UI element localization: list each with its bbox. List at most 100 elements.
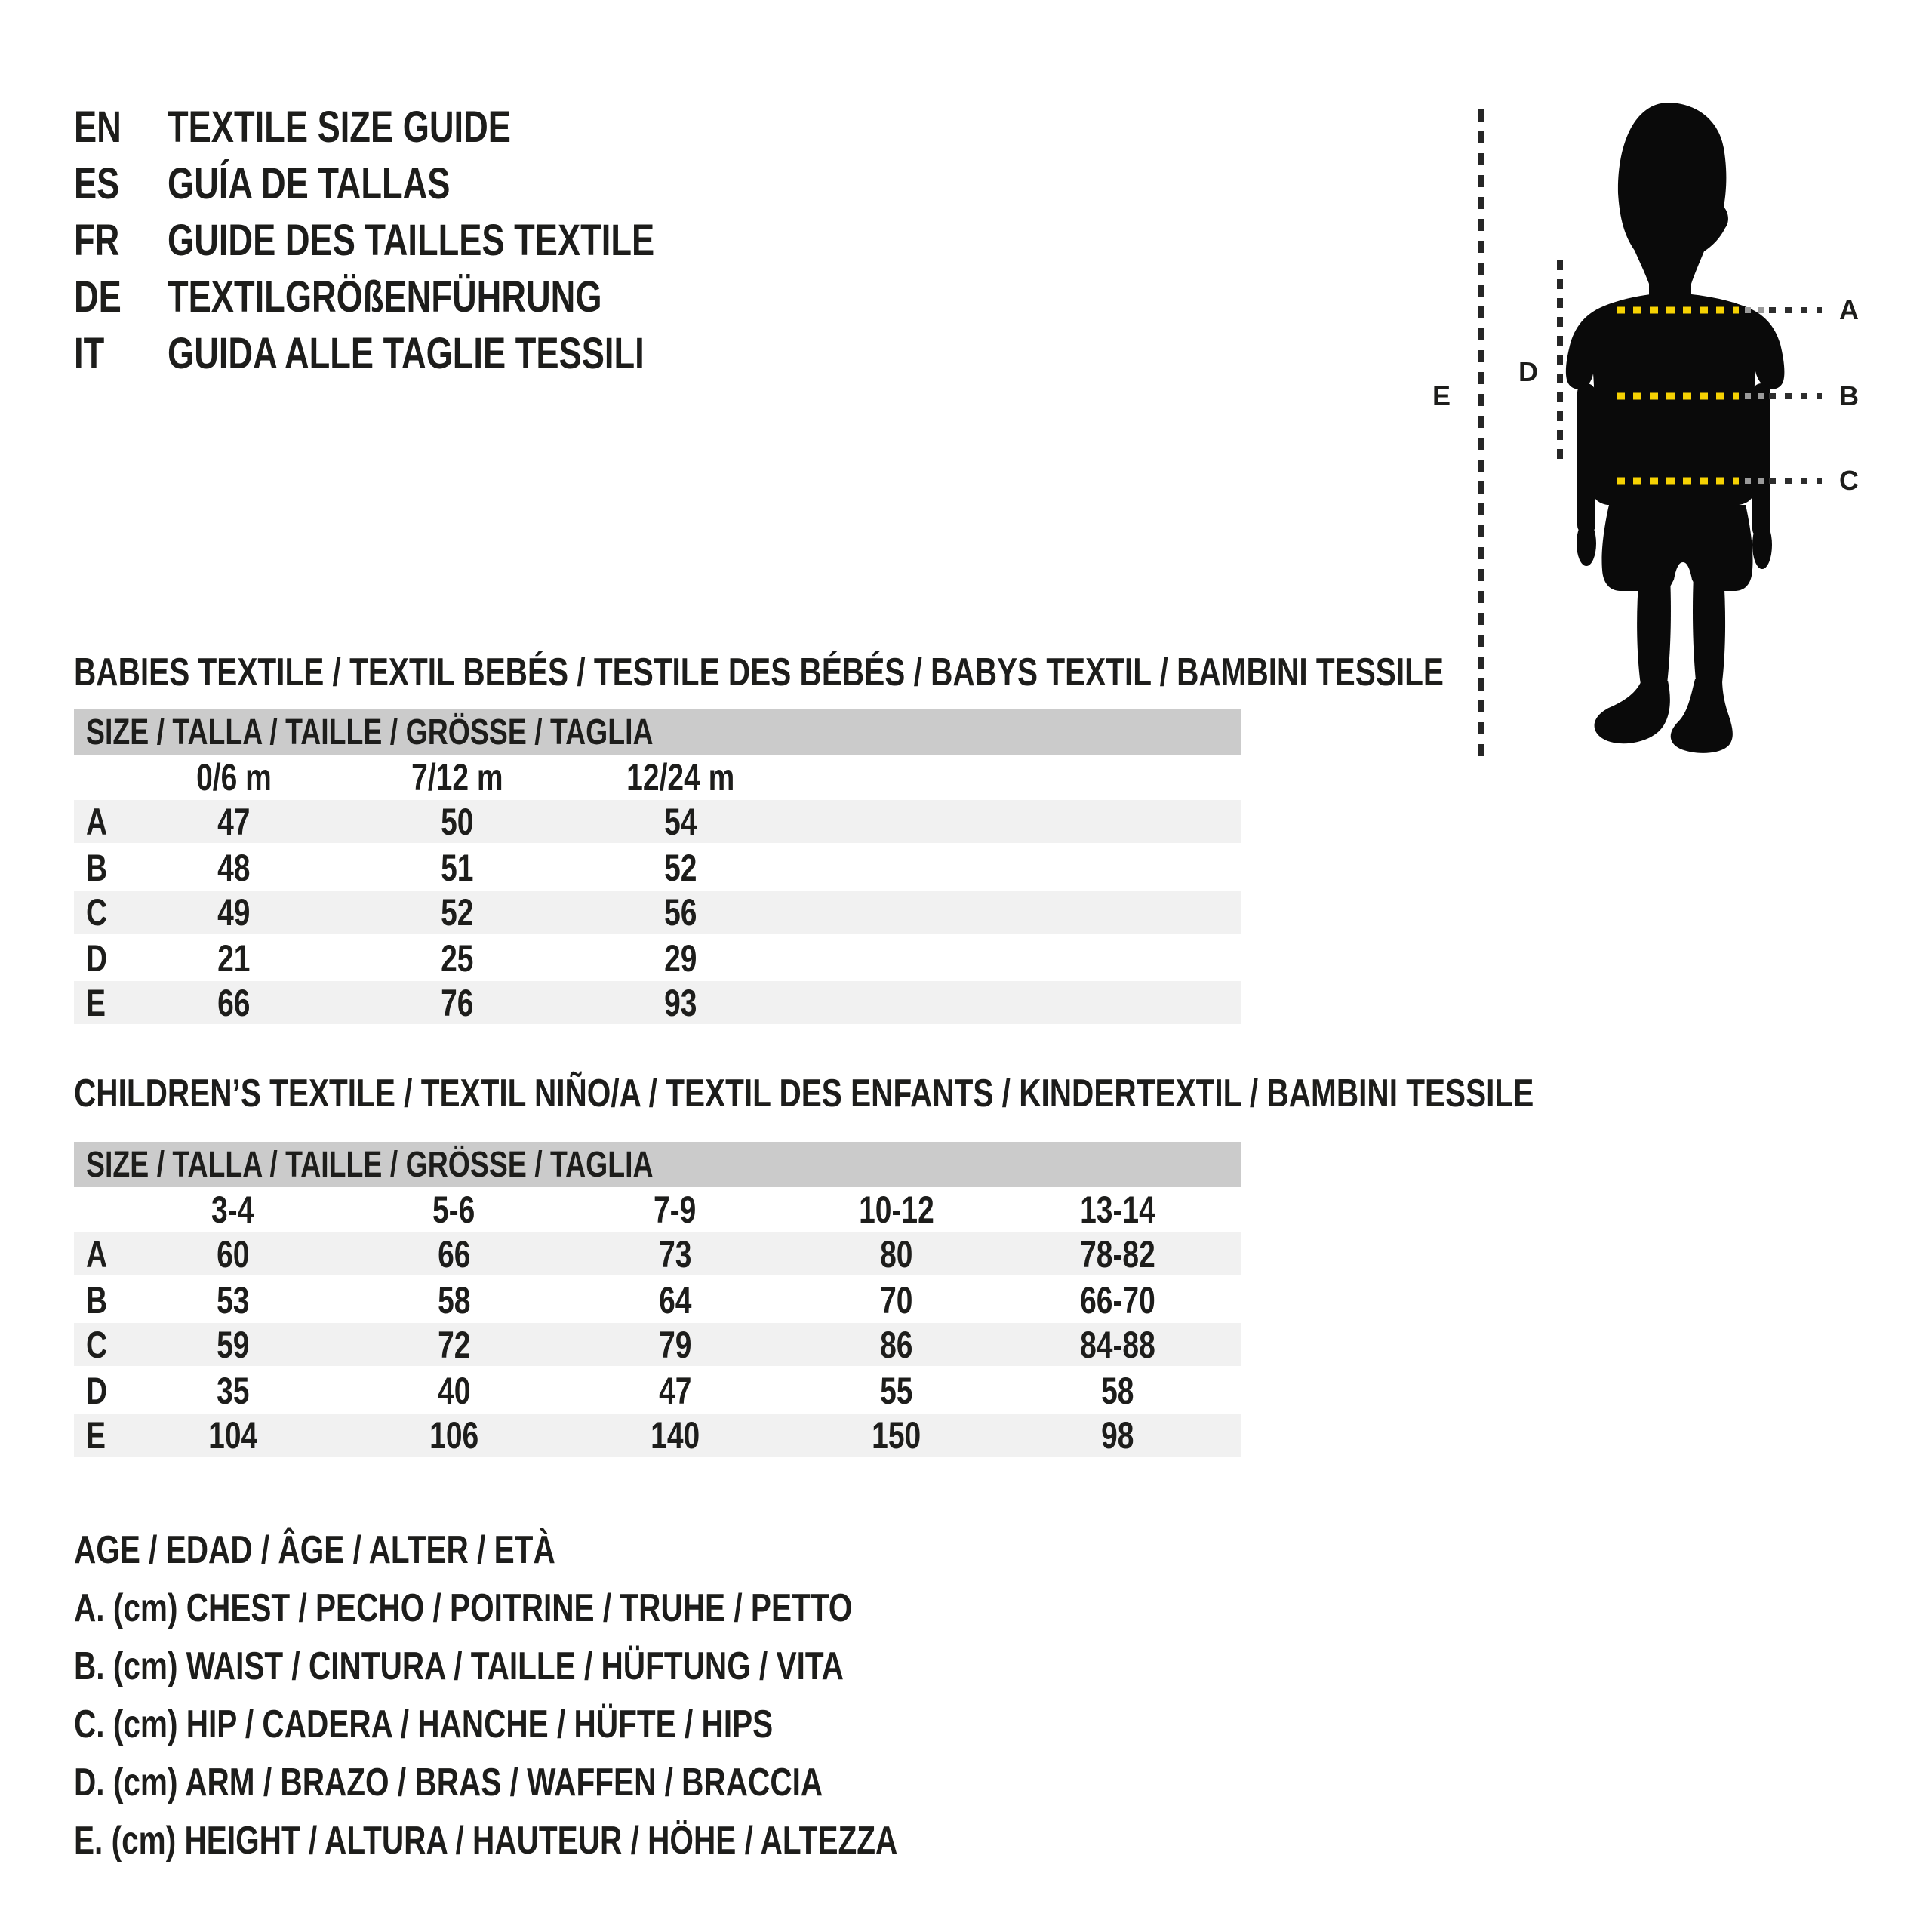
- cell: 76: [441, 982, 474, 1024]
- column-header: 7-9: [654, 1189, 697, 1231]
- label-d: D: [1518, 356, 1538, 387]
- cell: 52: [664, 847, 697, 889]
- lang-title: GUÍA DE TALLAS: [168, 159, 451, 208]
- cell: 140: [650, 1414, 700, 1457]
- cell: 47: [658, 1370, 692, 1412]
- table-row: D 35 40 47 55 58: [74, 1368, 1241, 1414]
- cell: 70: [879, 1279, 913, 1321]
- row-label: E: [86, 982, 106, 1024]
- cell: 73: [658, 1233, 692, 1275]
- lang-title: GUIDE DES TAILLES TEXTILE: [168, 216, 655, 265]
- lang-title: TEXTILGRÖßENFÜHRUNG: [168, 272, 602, 321]
- cell: 48: [217, 847, 251, 889]
- column-header: 3-4: [211, 1189, 254, 1231]
- cell: 104: [208, 1414, 258, 1457]
- row-label: A: [86, 801, 108, 843]
- cell: 64: [658, 1279, 692, 1321]
- cell: 93: [664, 982, 697, 1024]
- cell: 55: [879, 1370, 913, 1412]
- lang-code: DE: [74, 272, 122, 321]
- lang-row-de: DE TEXTILGRÖßENFÜHRUNG: [74, 269, 792, 325]
- lang-title: TEXTILE SIZE GUIDE: [168, 103, 511, 152]
- cell: 25: [441, 937, 474, 980]
- cell: 66: [217, 982, 251, 1024]
- table-row: A 47 50 54: [74, 800, 1241, 845]
- cell: 52: [441, 891, 474, 934]
- table-row: D 21 25 29: [74, 936, 1241, 981]
- legend-age: AGE / EDAD / ÂGE / ALTER / ETÀ: [74, 1528, 555, 1572]
- column-header: 5-6: [432, 1189, 475, 1231]
- lang-code: IT: [74, 329, 105, 378]
- cell: 47: [217, 801, 251, 843]
- legend-hip: C. (cm) HIP / CADERA / HANCHE / HÜFTE / …: [74, 1703, 774, 1746]
- cell: 21: [217, 937, 251, 980]
- column-header: 13-14: [1079, 1189, 1155, 1231]
- cell: 49: [217, 891, 251, 934]
- table-row: C 49 52 56: [74, 891, 1241, 936]
- label-a: A: [1839, 294, 1859, 325]
- legend-waist: B. (cm) WAIST / CINTURA / TAILLE / HÜFTU…: [74, 1644, 844, 1688]
- column-header: 7/12 m: [411, 756, 503, 798]
- cell: 106: [429, 1414, 479, 1457]
- table-row: C 59 72 79 86 84-88: [74, 1323, 1241, 1368]
- cell: 72: [437, 1324, 471, 1366]
- cell: 98: [1100, 1414, 1134, 1457]
- babies-section-heading: BABIES TEXTILE / TEXTIL BEBÉS / TESTILE …: [74, 651, 1444, 694]
- cell: 84-88: [1079, 1324, 1155, 1366]
- children-section-heading: CHILDREN’S TEXTILE / TEXTIL NIÑO/A / TEX…: [74, 1072, 1534, 1115]
- column-header: 12/24 m: [626, 756, 735, 798]
- cell: 51: [441, 847, 474, 889]
- label-b: B: [1839, 380, 1859, 411]
- lang-row-fr: FR GUIDE DES TAILLES TEXTILE: [74, 212, 792, 269]
- column-header: 10-12: [858, 1189, 934, 1231]
- label-e: E: [1432, 380, 1451, 411]
- lang-row-en: EN TEXTILE SIZE GUIDE: [74, 99, 792, 155]
- children-column-header-row: 3-4 5-6 7-9 10-12 13-14: [74, 1187, 1241, 1232]
- row-label: A: [86, 1233, 108, 1275]
- row-label: D: [86, 1370, 108, 1412]
- cell: 40: [437, 1370, 471, 1412]
- babies-size-table: SIZE / TALLA / TAILLE / GRÖSSE / TAGLIA …: [74, 709, 1241, 1026]
- table-row: B 48 51 52: [74, 845, 1241, 891]
- cell: 59: [216, 1324, 250, 1366]
- cell: 150: [871, 1414, 921, 1457]
- cell: 58: [1100, 1370, 1134, 1412]
- lang-title: GUIDA ALLE TAGLIE TESSILI: [168, 329, 645, 378]
- cell: 29: [664, 937, 697, 980]
- table-row: A 60 66 73 80 78-82: [74, 1232, 1241, 1278]
- language-title-block: EN TEXTILE SIZE GUIDE ES GUÍA DE TALLAS …: [74, 99, 792, 382]
- cell: 78-82: [1079, 1233, 1155, 1275]
- legend-arm: D. (cm) ARM / BRAZO / BRAS / WAFFEN / BR…: [74, 1761, 823, 1804]
- row-label: D: [86, 937, 108, 980]
- cell: 58: [437, 1279, 471, 1321]
- table-row: B 53 58 64 70 66-70: [74, 1278, 1241, 1323]
- cell: 66-70: [1079, 1279, 1155, 1321]
- cell: 86: [879, 1324, 913, 1366]
- lang-code: ES: [74, 159, 120, 208]
- cell: 53: [216, 1279, 250, 1321]
- table-row: E 66 76 93: [74, 981, 1241, 1026]
- row-label: E: [86, 1414, 106, 1457]
- cell: 54: [664, 801, 697, 843]
- row-label: C: [86, 1324, 108, 1366]
- legend-chest: A. (cm) CHEST / PECHO / POITRINE / TRUHE…: [74, 1586, 853, 1630]
- child-silhouette-icon: [1565, 103, 1785, 753]
- cell: 50: [441, 801, 474, 843]
- child-measurement-figure: A B C D E: [1432, 103, 1859, 758]
- cell: 60: [216, 1233, 250, 1275]
- row-label: B: [86, 847, 108, 889]
- row-label: C: [86, 891, 108, 934]
- cell: 80: [879, 1233, 913, 1275]
- measurement-legend: AGE / EDAD / ÂGE / ALTER / ETÀ A. (cm) C…: [74, 1521, 1130, 1870]
- lang-code: EN: [74, 103, 122, 152]
- lang-row-es: ES GUÍA DE TALLAS: [74, 155, 792, 212]
- children-size-header-bar: SIZE / TALLA / TAILLE / GRÖSSE / TAGLIA: [74, 1142, 1241, 1187]
- column-header: 0/6 m: [196, 756, 272, 798]
- babies-column-header-row: 0/6 m 7/12 m 12/24 m: [74, 755, 1241, 800]
- row-label: B: [86, 1279, 108, 1321]
- label-c: C: [1839, 465, 1859, 496]
- babies-size-header-bar: SIZE / TALLA / TAILLE / GRÖSSE / TAGLIA: [74, 709, 1241, 755]
- cell: 66: [437, 1233, 471, 1275]
- legend-height: E. (cm) HEIGHT / ALTURA / HAUTEUR / HÖHE…: [74, 1819, 898, 1863]
